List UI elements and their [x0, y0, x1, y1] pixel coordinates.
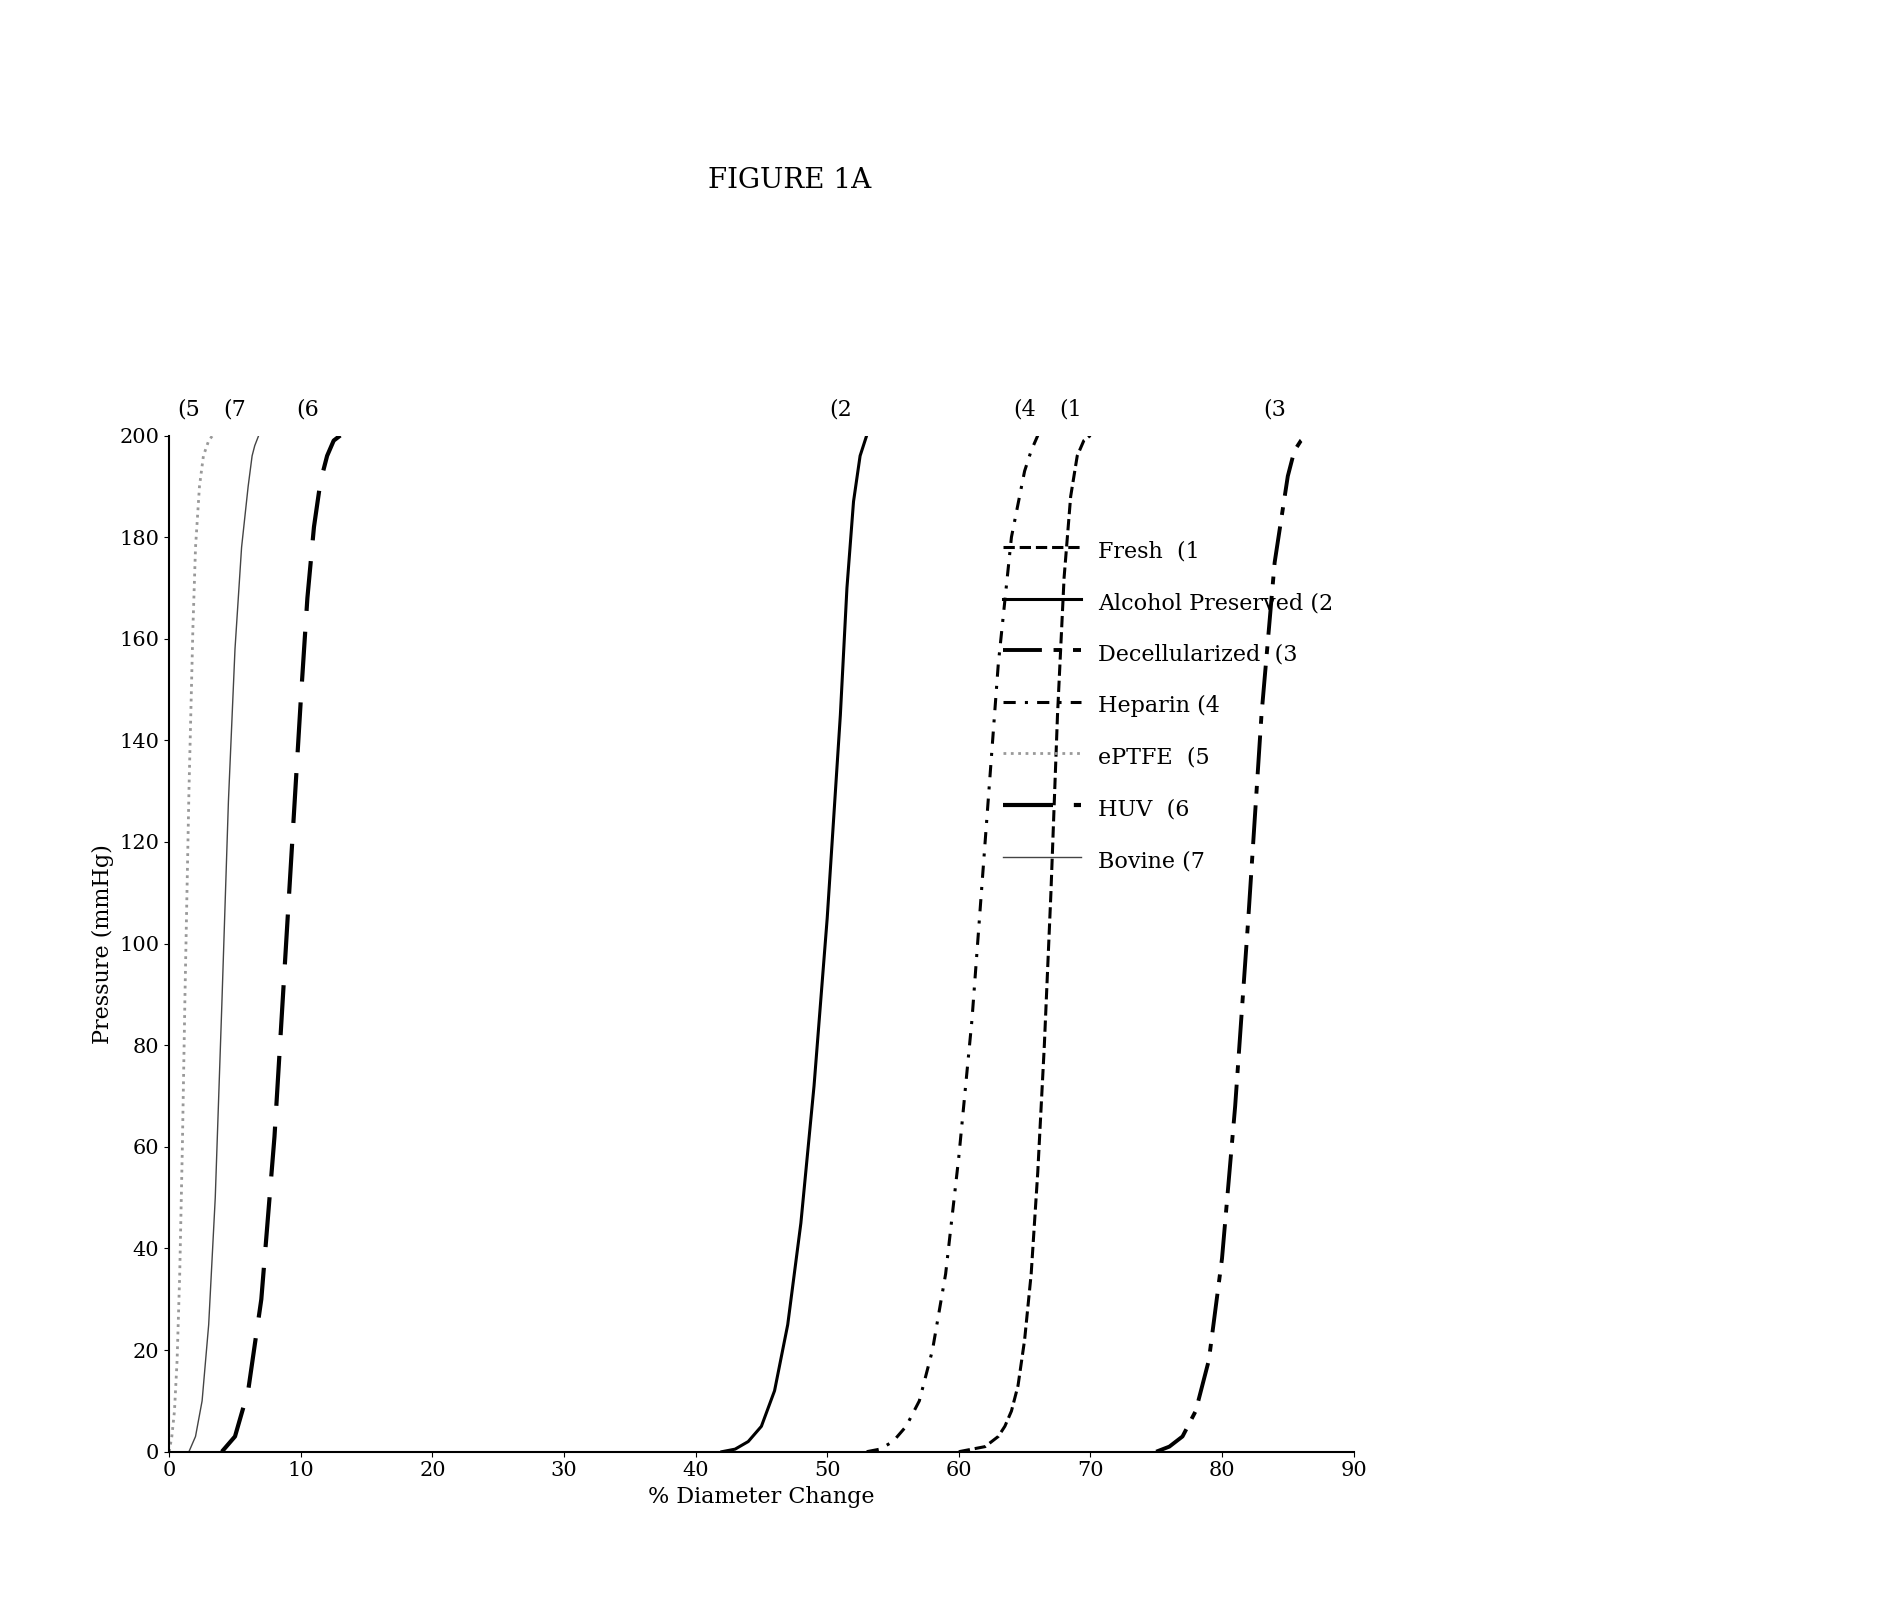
Text: (5: (5 — [177, 398, 201, 421]
Text: (1: (1 — [1058, 398, 1083, 421]
Text: (3: (3 — [1263, 398, 1286, 421]
Text: (4: (4 — [1013, 398, 1036, 421]
X-axis label: % Diameter Change: % Diameter Change — [649, 1486, 874, 1508]
Legend: Fresh  (1, Alcohol Preserved (2, Decellularized  (3, Heparin (4, ePTFE  (5, HUV : Fresh (1, Alcohol Preserved (2, Decellul… — [995, 527, 1342, 882]
Text: (2: (2 — [829, 398, 852, 421]
Y-axis label: Pressure (mmHg): Pressure (mmHg) — [92, 844, 115, 1044]
Text: (7: (7 — [224, 398, 246, 421]
Text: (6: (6 — [295, 398, 320, 421]
Text: FIGURE 1A: FIGURE 1A — [709, 166, 870, 194]
